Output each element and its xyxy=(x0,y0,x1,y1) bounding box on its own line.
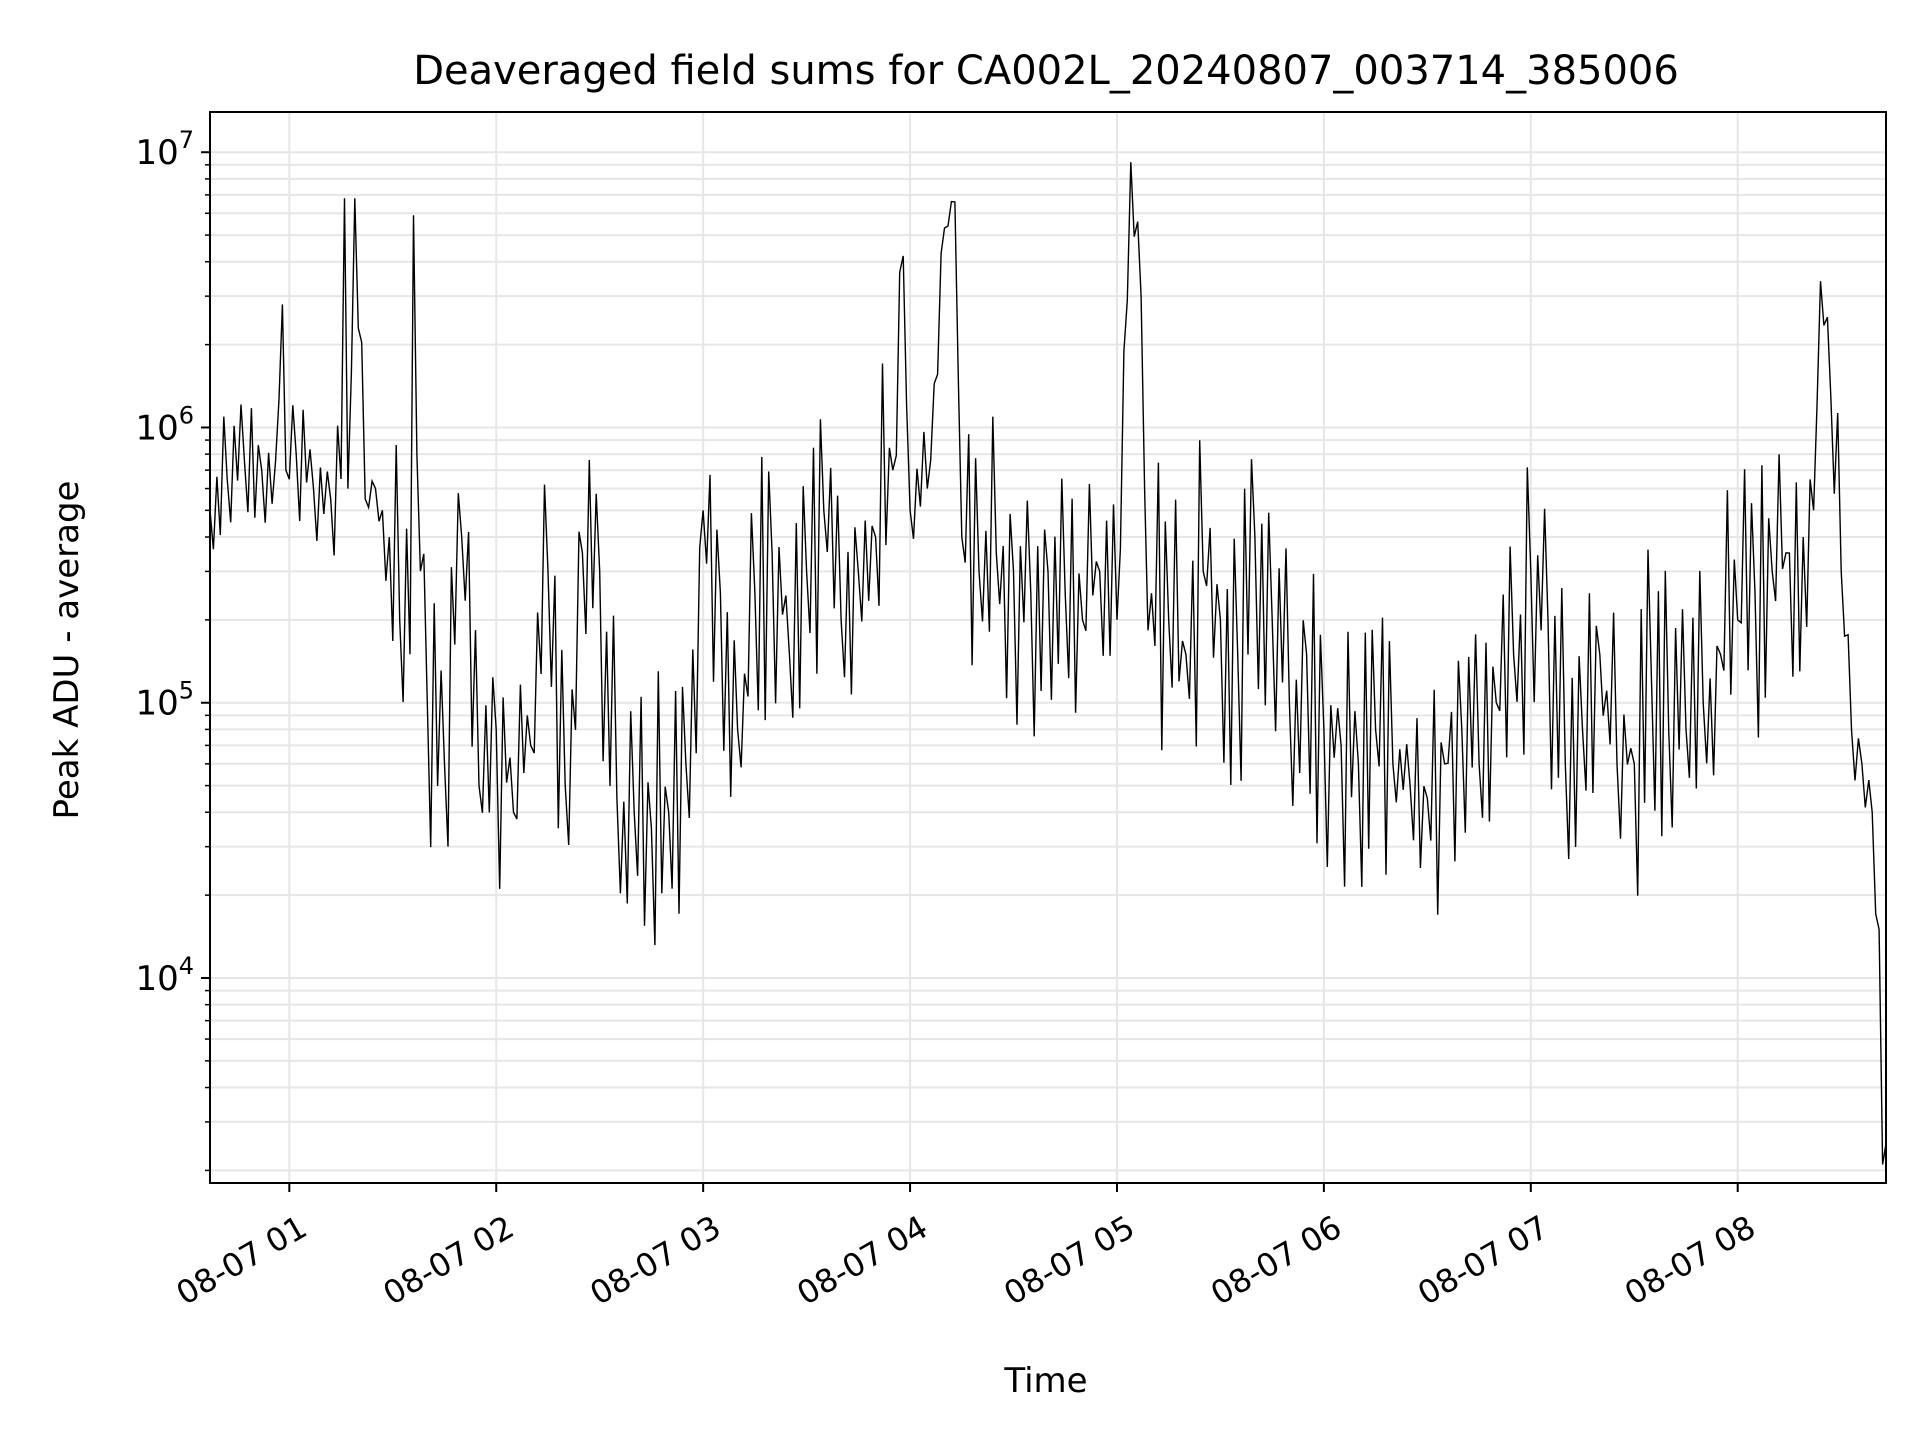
grid-layer xyxy=(210,112,1886,1183)
y-tick-exponent: 5 xyxy=(179,677,194,705)
plot-frame xyxy=(209,111,1887,1184)
y-tick-base: 10 xyxy=(135,684,178,724)
series-line xyxy=(209,162,1887,1165)
y-axis-label: Peak ADU - average xyxy=(47,481,87,820)
y-tick-label: 106 xyxy=(135,401,194,448)
y-tick-base: 10 xyxy=(135,408,178,448)
y-tick-base: 10 xyxy=(135,133,178,173)
y-tick-exponent: 7 xyxy=(179,126,194,154)
y-tick-label: 104 xyxy=(135,952,194,999)
series-layer xyxy=(209,162,1887,1165)
y-tick-label: 105 xyxy=(135,677,194,724)
y-tick-label: 107 xyxy=(135,126,194,173)
x-axis-label: Time xyxy=(1003,1361,1087,1401)
y-tick-exponent: 4 xyxy=(179,952,194,980)
y-tick-exponent: 6 xyxy=(179,401,194,429)
chart-title: Deaveraged field sums for CA002L_2024080… xyxy=(413,48,1679,94)
y-tick-base: 10 xyxy=(135,959,178,999)
